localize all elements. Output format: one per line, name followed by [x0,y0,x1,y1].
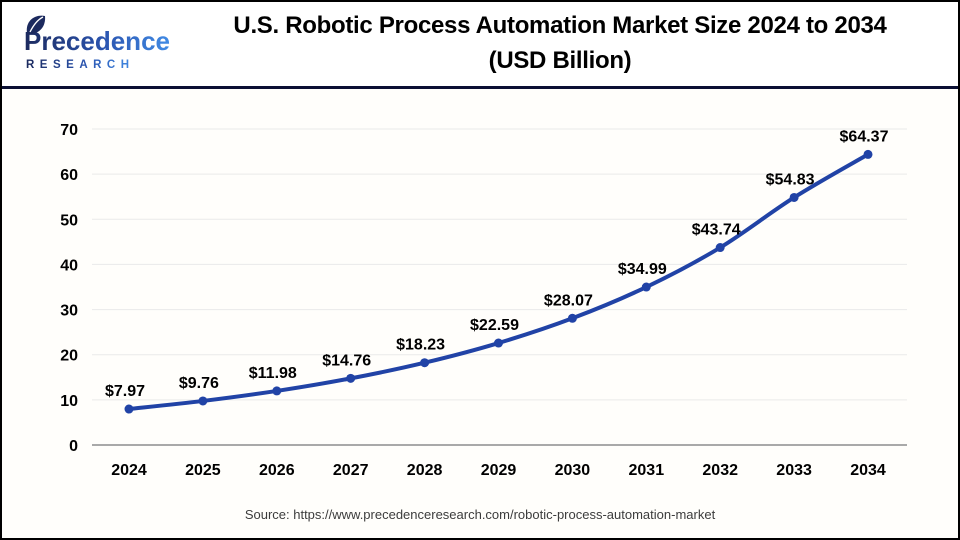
footer: Source: https://www.precedenceresearch.c… [2,491,958,538]
chart-title-line2: (USD Billion) [488,47,632,74]
logo-brand-text: Precedence [24,26,170,56]
data-point-marker [641,282,651,292]
x-tick-label: 2024 [111,462,147,479]
precedence-research-logo: Precedence RESEARCH [24,15,170,71]
data-point-marker [715,243,725,253]
x-tick-label: 2031 [629,462,665,479]
series-line [127,152,870,412]
data-point-label: $9.76 [179,375,219,392]
data-point-label: $11.98 [249,365,297,382]
data-point-label: $22.59 [470,317,519,334]
data-point-marker [567,313,577,323]
data-point-marker [198,396,208,406]
x-tick-label: 2032 [702,462,738,479]
header-divider [2,86,958,89]
data-point-label: $64.37 [840,128,889,145]
data-point-label: $28.07 [544,292,593,309]
y-tick-label: 70 [60,122,78,139]
brand-logo: Precedence RESEARCH [12,12,190,76]
header: Precedence RESEARCH U.S. Robotic Process… [2,2,958,86]
leaf-vein [29,16,44,33]
logo-sub-text: RESEARCH [26,59,135,71]
data-point-label: $54.83 [766,171,815,188]
chart-title-line1: U.S. Robotic Process Automation Market S… [233,12,887,40]
x-tick-label: 2034 [850,462,886,479]
data-point-marker [863,149,873,159]
chart-area: 0 10 20 30 40 50 60 70 2024 2025 2026 2027 2028 2029 2… [2,89,958,491]
data-point-marker [272,386,282,396]
data-point-label: $7.97 [105,383,145,400]
source-text: Source: https://www.precedenceresearch.c… [244,507,716,522]
x-tick-label: 2033 [776,462,812,479]
x-tick-label: 2026 [259,462,295,479]
x-tick-label: 2030 [555,462,591,479]
data-point-marker [494,338,503,348]
data-point-marker [346,373,356,383]
x-tick-label: 2025 [185,462,221,479]
data-point-label: $18.23 [396,337,445,354]
data-point-label: $34.99 [618,261,667,278]
data-point-marker [789,192,799,202]
data-point-marker [124,404,134,414]
chart-title: U.S. Robotic Process Automation Market S… [190,9,930,79]
y-tick-label: 20 [60,348,78,365]
y-tick-label: 10 [60,393,78,410]
y-tick-label: 30 [60,303,78,320]
x-tick-label: 2029 [481,462,517,479]
y-tick-label: 40 [60,257,78,274]
data-point-label: $43.74 [692,222,741,239]
data-point-label: $14.76 [322,352,371,369]
data-point-marker [420,358,430,368]
y-tick-label: 50 [60,212,78,229]
x-tick-label: 2028 [407,462,443,479]
y-tick-label: 0 [69,438,78,455]
y-tick-label: 60 [60,167,78,184]
x-tick-label: 2027 [333,462,369,479]
